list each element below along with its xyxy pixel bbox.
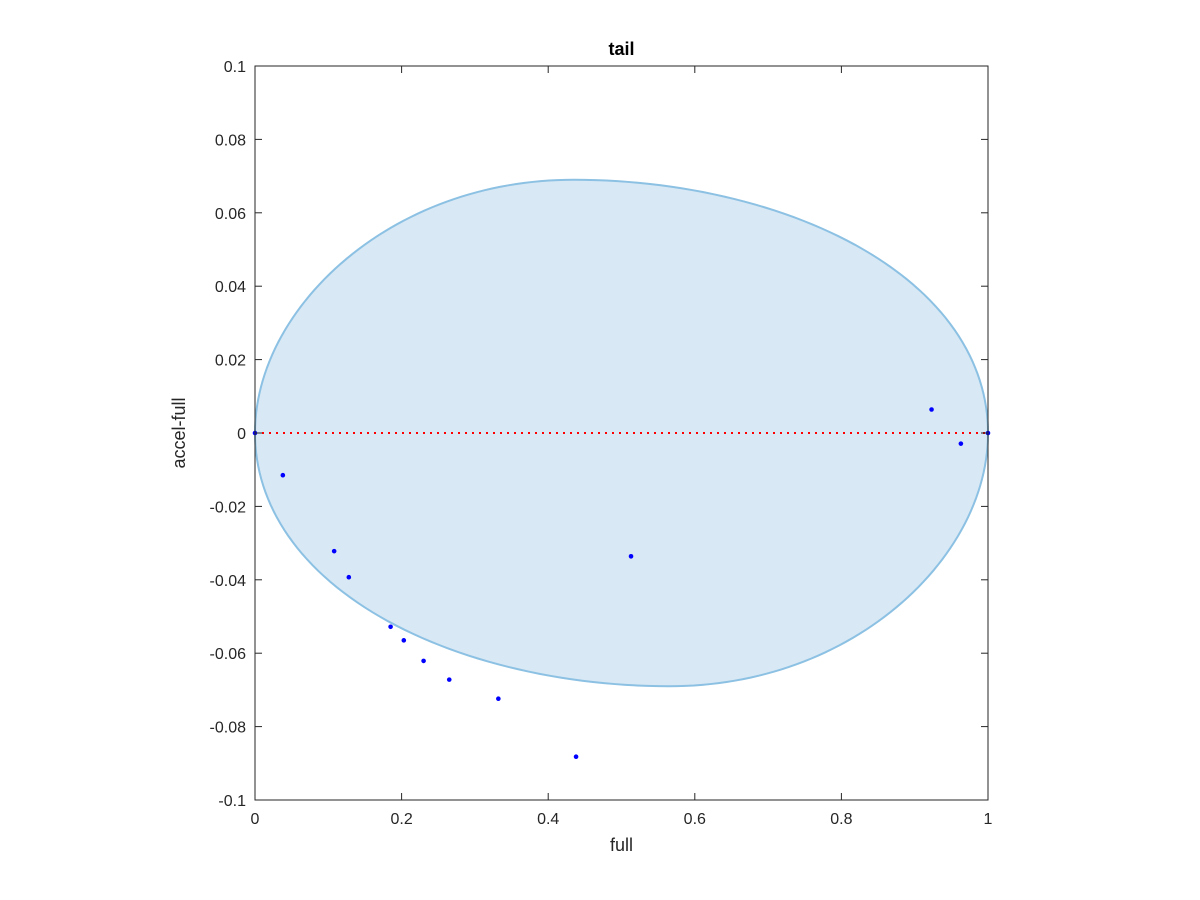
y-tick-label: -0.08	[210, 720, 247, 737]
x-tick-label: 0.4	[537, 811, 559, 828]
y-axis-label: accel-full	[169, 397, 189, 468]
data-point	[496, 696, 501, 702]
y-tick-label: 0	[237, 426, 246, 443]
x-tick-label: 1	[984, 811, 993, 828]
data-point	[280, 472, 286, 478]
data-point	[388, 624, 393, 630]
data-point	[958, 441, 964, 446]
ticks-layer	[254, 65, 989, 801]
y-tick-label: 0.02	[215, 353, 246, 370]
data-point	[446, 677, 452, 682]
data-point	[628, 554, 634, 559]
y-tick-label: 0.08	[215, 132, 246, 149]
data-point	[929, 407, 934, 412]
points-layer	[252, 407, 991, 759]
x-tick-label: 0.8	[830, 811, 852, 828]
data-point	[346, 574, 352, 580]
x-axis-label: full	[610, 835, 633, 855]
x-tick-label: 0.6	[684, 811, 706, 828]
y-tick-label: -0.04	[210, 573, 247, 590]
chart-title: tail	[608, 39, 634, 59]
data-point	[573, 754, 579, 759]
x-tick-labels: 0 0.2 0.4 0.6 0.8 1	[251, 811, 993, 828]
y-tick-label: 0.06	[215, 206, 246, 223]
x-tick-label: 0.2	[390, 811, 412, 828]
data-point	[421, 658, 426, 664]
y-tick-labels: -0.1 -0.08 -0.06 -0.04 -0.02 0 0.02 0.04 0.06 0.0…	[210, 59, 247, 810]
y-tick-label: -0.02	[210, 499, 247, 516]
data-point	[331, 548, 337, 554]
data-point	[401, 638, 407, 643]
y-tick-label: -0.1	[218, 793, 246, 810]
x-tick-label: 0	[251, 811, 260, 828]
y-tick-label: 0.1	[224, 59, 246, 76]
y-tick-label: -0.06	[210, 646, 247, 663]
y-tick-label: 0.04	[215, 279, 246, 296]
